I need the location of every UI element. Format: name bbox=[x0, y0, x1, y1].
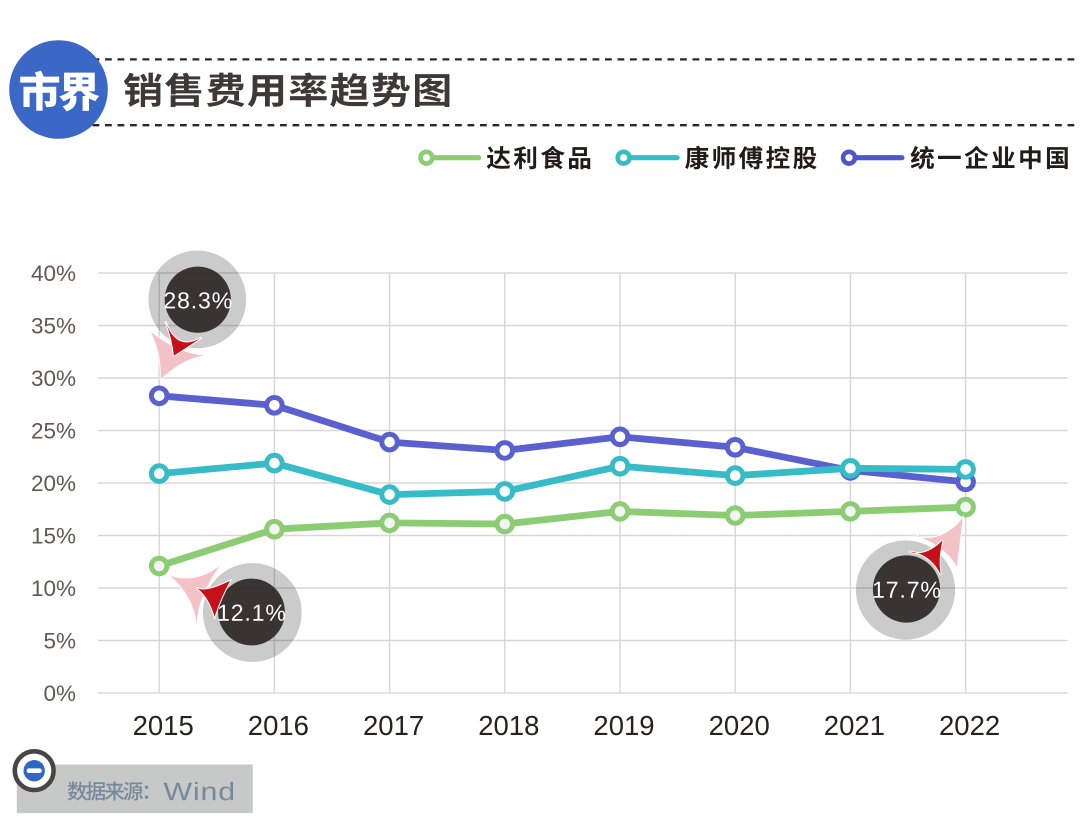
svg-text:30%: 30% bbox=[31, 366, 76, 391]
svg-text:20%: 20% bbox=[31, 471, 76, 496]
svg-text:10%: 10% bbox=[31, 576, 76, 601]
svg-text:2018: 2018 bbox=[478, 710, 539, 741]
svg-text:0%: 0% bbox=[43, 681, 76, 706]
svg-text:2017: 2017 bbox=[363, 710, 424, 741]
svg-text:15%: 15% bbox=[31, 524, 76, 549]
svg-text:2015: 2015 bbox=[133, 710, 194, 741]
svg-text:5%: 5% bbox=[43, 629, 76, 654]
svg-text:25%: 25% bbox=[31, 419, 76, 444]
svg-text:2019: 2019 bbox=[593, 710, 654, 741]
svg-text:40%: 40% bbox=[31, 261, 76, 286]
svg-text:2020: 2020 bbox=[709, 710, 770, 741]
svg-text:2021: 2021 bbox=[824, 710, 885, 741]
svg-text:2022: 2022 bbox=[939, 710, 1000, 741]
svg-text:35%: 35% bbox=[31, 314, 76, 339]
svg-text:2016: 2016 bbox=[248, 710, 309, 741]
